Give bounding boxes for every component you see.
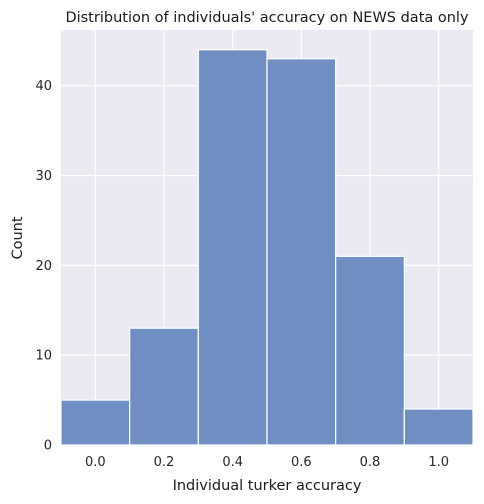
histogram-bar-4 xyxy=(335,255,405,446)
histogram-bar-1 xyxy=(129,327,199,446)
x-tick-label-2: 0.4 xyxy=(222,455,243,470)
histogram-bar-3 xyxy=(266,58,337,446)
y-tick-label-3: 30 xyxy=(35,169,52,184)
y-tick-label-2: 20 xyxy=(35,259,52,274)
histogram-bar-5 xyxy=(403,408,474,446)
y-tick-label-1: 10 xyxy=(35,349,52,364)
x-tick-label-5: 1.0 xyxy=(428,455,449,470)
bars-group xyxy=(60,49,474,446)
histogram-bar-0 xyxy=(60,399,131,446)
x-tick-label-3: 0.6 xyxy=(291,455,312,470)
x-tick-label-0: 0.0 xyxy=(85,455,106,470)
x-tick-label-1: 0.2 xyxy=(154,455,175,470)
y-axis-label: Count xyxy=(10,216,26,259)
chart-title: Distribution of individuals' accuracy on… xyxy=(65,10,469,26)
y-tick-labels: 0 10 20 30 40 xyxy=(35,79,52,453)
y-tick-label-0: 0 xyxy=(44,439,52,454)
y-tick-label-4: 40 xyxy=(35,79,52,94)
histogram-bar-2 xyxy=(197,49,268,446)
x-axis-label: Individual turker accuracy xyxy=(173,478,362,494)
x-tick-labels: 0.0 0.2 0.4 0.6 0.8 1.0 xyxy=(85,455,449,470)
x-tick-label-4: 0.8 xyxy=(360,455,381,470)
